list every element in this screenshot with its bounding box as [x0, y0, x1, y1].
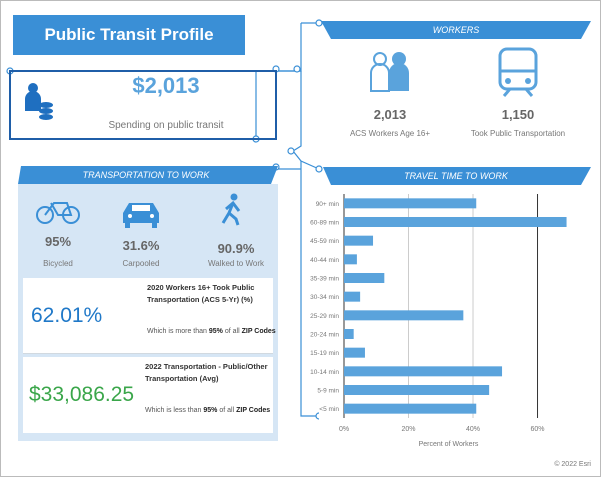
stat-card: 62.01% 2020 Workers 16+ Took Public Tran… — [23, 278, 276, 353]
bar — [344, 291, 361, 302]
card-value: $33,086.25 — [29, 383, 135, 406]
y-tick-label: 60-89 min — [310, 220, 339, 227]
card-note: Which is less than 95% of all ZIP Codes — [145, 405, 275, 417]
stat-card: $33,086.25 2022 Transportation - Public/… — [23, 357, 273, 433]
note-emphasis: ZIP Codes — [241, 328, 276, 335]
note-emphasis: 95% — [203, 407, 218, 414]
x-tick-label: 0% — [339, 426, 349, 433]
x-tick-label: 40% — [466, 426, 480, 433]
y-tick-label: 10-14 min — [310, 369, 339, 376]
x-axis-label: Percent of Workers — [419, 441, 479, 448]
mode-value: 95% — [44, 234, 72, 249]
y-tick-label: 20-24 min — [310, 332, 339, 339]
mode-label: Walked to Work — [207, 259, 264, 268]
x-tick-label: 60% — [531, 426, 545, 433]
bar — [344, 385, 490, 395]
note-text: Which is more than — [147, 328, 207, 335]
y-tick-label: 30-34 min — [310, 294, 339, 301]
mode-value: 31.6% — [122, 238, 160, 253]
y-tick-label: 15-19 min — [310, 350, 339, 357]
bar — [344, 273, 385, 283]
bar — [344, 403, 477, 414]
y-tick-label: 45-59 min — [310, 238, 339, 245]
y-tick-label: 40-44 min — [310, 257, 339, 264]
spending-value: $2,013 — [132, 73, 200, 98]
mode-value: 90.9% — [217, 241, 255, 256]
note-text: Which is less than — [145, 407, 202, 414]
title: Public Transit Profile — [44, 25, 214, 44]
bar — [344, 235, 374, 246]
worker-value: 2,013 — [373, 107, 407, 122]
bar — [344, 198, 477, 209]
card-title: 2020 Workers 16+ Took Public Transportat… — [147, 283, 255, 304]
y-tick-label: 5-9 min — [317, 388, 339, 395]
y-tick-label: <5 min — [319, 406, 339, 413]
note-emphasis: 95% — [208, 328, 223, 335]
workers-title: WORKERS — [432, 25, 480, 35]
bar — [344, 217, 567, 227]
x-tick-label: 20% — [401, 426, 415, 433]
note-text: of all — [224, 328, 240, 335]
footer: © 2022 Esri — [554, 461, 591, 468]
chart-title: TRAVEL TIME TO WORK — [404, 171, 508, 181]
mode-label: Carpooled — [122, 259, 160, 268]
worker-label: Took Public Transportation — [470, 129, 566, 138]
worker-label: ACS Workers Age 16+ — [349, 129, 431, 138]
worker-value: 1,150 — [501, 107, 535, 122]
spending-label: Spending on public transit — [108, 120, 224, 131]
mode-label: Bicycled — [43, 259, 73, 268]
bar — [344, 254, 357, 265]
card-value: 62.01% — [31, 304, 103, 327]
bar — [344, 310, 464, 321]
y-tick-label: 90+ min — [316, 201, 340, 208]
card-title: 2022 Transportation - Public/Other Trans… — [145, 362, 268, 383]
note-text: of all — [219, 407, 235, 414]
transportation-title: TRANSPORTATION TO WORK — [82, 170, 210, 180]
card-note: Which is more than 95% of all ZIP Codes — [147, 326, 277, 338]
y-tick-label: 25-29 min — [310, 313, 339, 320]
bar — [344, 366, 503, 377]
note-emphasis: ZIP Codes — [236, 407, 271, 414]
bar — [344, 329, 354, 339]
y-tick-label: 35-39 min — [310, 276, 339, 283]
bar — [344, 347, 365, 358]
